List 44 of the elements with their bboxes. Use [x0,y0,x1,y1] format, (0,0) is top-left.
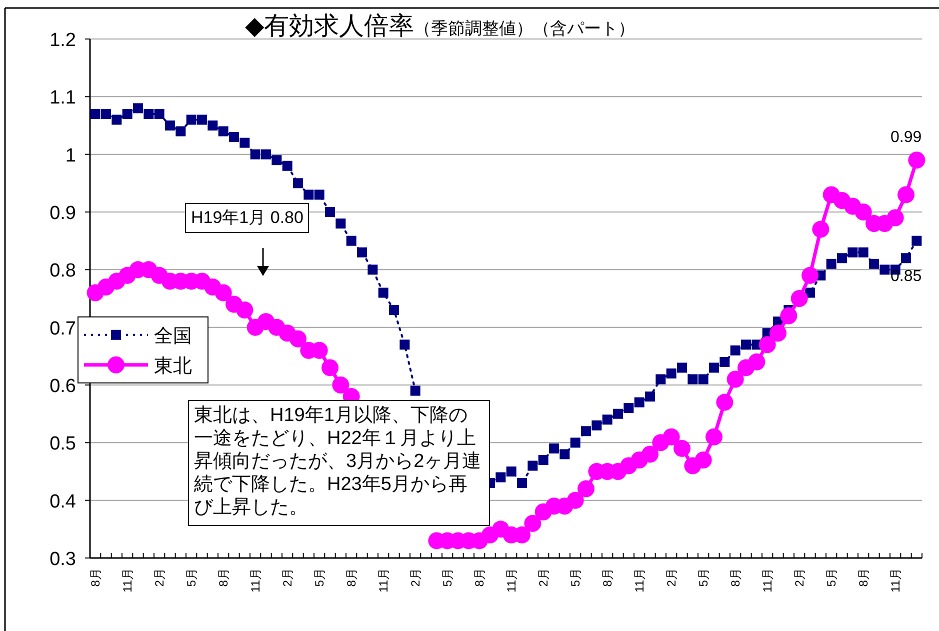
x-tick-label: 2月 [280,568,294,587]
x-tick-label: 2月 [408,568,422,587]
x-tick-label: 5月 [824,568,838,587]
y-tick-label: 0.3 [50,549,76,570]
y-tick-label: 0.5 [50,434,76,455]
x-tick-label: 8月 [856,568,870,587]
x-tick-label: 5月 [312,568,326,587]
x-tick-label: 2月 [536,568,550,587]
x-tick-label: 2月 [664,568,678,587]
x-tick-label: 5月 [184,568,198,587]
x-tick-label: 11月 [760,568,774,592]
x-tick-label: 11月 [248,568,262,592]
x-tick-label: 2月 [152,568,166,587]
x-tick-label: 11月 [632,568,646,592]
y-tick-label: 0.9 [50,203,76,224]
x-tick-label: 11月 [504,568,518,592]
annotation-box: 東北は、H19年1月以降、下降の一途をたどり、H22年１月より上昇傾向だったが、3月から2ヶ月連続で下降した。H23年5月から再び上昇した。 [188,400,490,526]
y-tick-label: 0.6 [50,376,76,397]
x-tick-label: 5月 [568,568,582,587]
x-tick-label: 8月 [344,568,358,587]
x-tick-label: 5月 [696,568,710,587]
x-tick-label: 8月 [216,568,230,587]
x-tick-label: 5月 [440,568,454,587]
x-tick-label: 11月 [888,568,902,592]
legend-label: 東北 [154,356,192,377]
chart-title: ◆有効求人倍率 [245,12,414,40]
y-tick-label: 1.1 [50,88,76,109]
x-tick-label: 11月 [120,568,134,592]
y-tick-label: 0.7 [50,318,76,340]
x-tick-label: 8月 [88,568,102,587]
x-tick-label: 8月 [472,568,486,587]
x-tick-label: 8月 [728,568,742,587]
x-tick-label: 8月 [600,568,614,587]
y-tick-label: 1 [65,145,76,166]
y-tick-label: 1.2 [50,30,76,51]
data-label: 0.85 [890,268,922,285]
chart-subtitle: （季節調整値）（含パート） [414,19,636,38]
x-tick-label: 2月 [792,568,806,587]
data-label: 0.99 [890,129,922,146]
x-tick-label: 11月 [376,568,390,592]
annotation-label: H19年1月 0.80 [185,203,310,233]
y-tick-label: 0.8 [50,260,76,282]
y-tick-label: 0.4 [50,491,76,512]
legend-label: 全国 [154,326,192,347]
